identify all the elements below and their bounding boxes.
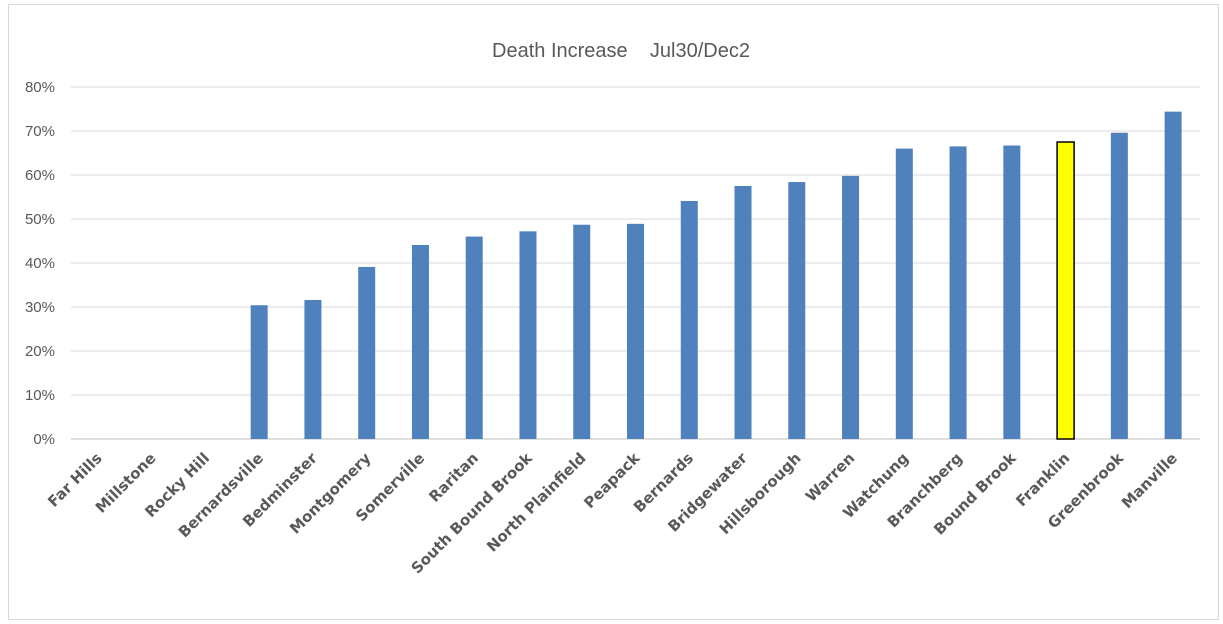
y-tick-label: 30% (25, 299, 55, 316)
bar-montgomery (358, 266, 376, 439)
bar-raritan (465, 236, 483, 439)
x-tick-label: North Plainfield (483, 449, 589, 555)
bar-watchung (895, 148, 913, 439)
bar-somerville (411, 244, 429, 439)
y-tick-label: 10% (25, 387, 55, 404)
y-tick-label: 20% (25, 343, 55, 360)
bar-peapack (627, 223, 644, 439)
bar-bernards (680, 200, 698, 439)
bar-south-bound-brook (519, 231, 537, 439)
bar-greenbrook (1110, 132, 1128, 439)
bars (250, 111, 1182, 440)
y-tick-label: 50% (25, 211, 55, 228)
y-tick-label: 80% (25, 79, 55, 96)
bar-bernardsville (250, 305, 268, 439)
y-axis-ticks: 0% 10% 20% 30% 40% 50% 60% 70% 80% (25, 79, 55, 448)
x-tick-label: Manville (1118, 449, 1181, 512)
bar-hillsborough (788, 182, 806, 440)
bar-chart: Death Increase Jul30/Dec2 0% 10% 20% 30% 40%… (25, 40, 1200, 577)
bar-branchberg (949, 146, 967, 439)
bar-manville (1164, 111, 1182, 439)
bar-bedminster (304, 299, 322, 439)
bar-north-plainfield (573, 224, 591, 439)
chart-frame: Death Increase Jul30/Dec2 0% 10% 20% 30% 40%… (8, 4, 1219, 620)
bar-franklin (1056, 141, 1075, 440)
y-tick-label: 60% (25, 167, 55, 184)
bar-warren (842, 175, 860, 439)
bar-bridgewater (734, 186, 752, 439)
bar-bound-brook (1003, 145, 1021, 439)
chart-title: Death Increase Jul30/Dec2 (492, 40, 750, 62)
y-tick-label: 40% (25, 255, 55, 272)
x-tick-label: Warren (802, 449, 858, 505)
y-tick-label: 0% (33, 431, 55, 448)
y-tick-label: 70% (25, 123, 55, 140)
